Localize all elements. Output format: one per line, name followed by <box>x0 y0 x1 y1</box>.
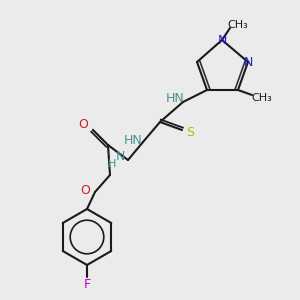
Text: N: N <box>115 151 125 164</box>
Text: HN: HN <box>166 92 184 106</box>
Text: HN: HN <box>124 134 142 146</box>
Text: O: O <box>80 184 90 196</box>
Text: F: F <box>83 278 91 292</box>
Text: O: O <box>78 118 88 130</box>
Text: CH₃: CH₃ <box>228 20 248 30</box>
Text: S: S <box>186 125 194 139</box>
Text: H: H <box>108 159 116 169</box>
Text: CH₃: CH₃ <box>252 93 272 103</box>
Text: N: N <box>217 34 227 46</box>
Text: N: N <box>243 56 253 68</box>
